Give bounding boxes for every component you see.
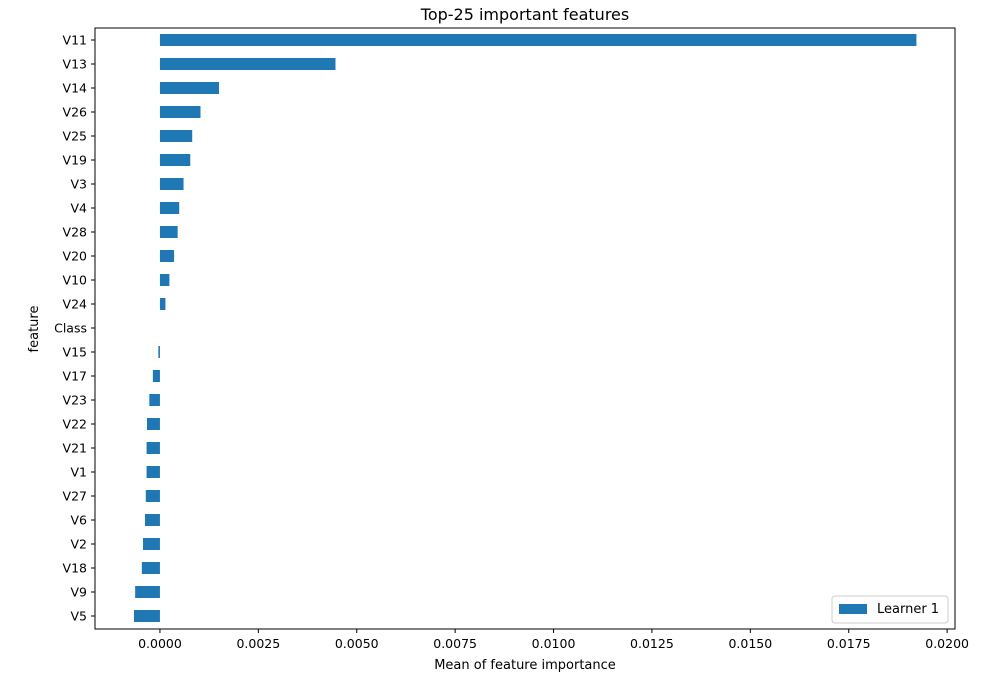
legend-swatch	[839, 604, 867, 614]
legend-label: Learner 1	[877, 602, 939, 617]
y-tick-label: V26	[63, 105, 88, 120]
chart-title: Top-25 important features	[420, 5, 629, 24]
bar-v24	[159, 298, 166, 310]
y-tick-label: V20	[63, 249, 88, 264]
bar-v19	[159, 154, 191, 166]
x-axis-ticks: 0.0000 0.0025 0.0050 0.0075 0.0100 0.0125 0.01…	[138, 629, 969, 651]
y-tick-label: V11	[63, 33, 87, 48]
x-tick-label: 0.0100	[532, 636, 576, 651]
bar-v15	[158, 346, 160, 358]
y-tick-label: V18	[63, 561, 88, 576]
bar-v20	[159, 250, 175, 262]
bar-v21	[146, 442, 160, 454]
x-tick-label: 0.0075	[433, 636, 477, 651]
y-tick-label: V13	[63, 57, 87, 72]
x-tick-label: 0.0200	[925, 636, 969, 651]
y-axis-label: feature	[27, 306, 42, 353]
bar-v18	[141, 562, 160, 574]
y-axis-ticks: V11 V13 V14 V26 V25 V19 V3 V4 V28 V20 V10 V24 Class V…	[54, 33, 95, 624]
y-tick-label: V25	[63, 129, 87, 144]
bar-v14	[159, 82, 219, 94]
y-tick-label: V4	[70, 201, 87, 216]
bar-v3	[159, 178, 184, 190]
x-tick-label: 0.0175	[827, 636, 871, 651]
y-tick-label: V17	[63, 369, 87, 384]
y-tick-label: V19	[63, 153, 88, 168]
bar-v28	[159, 226, 178, 238]
y-tick-label: Class	[54, 321, 87, 336]
x-tick-label: 0.0150	[728, 636, 772, 651]
y-tick-label: V3	[70, 177, 87, 192]
bar-v4	[159, 202, 180, 214]
bar-v23	[149, 394, 160, 406]
x-tick-label: 0.0125	[630, 636, 674, 651]
bar-v11	[159, 34, 917, 46]
y-tick-label: V22	[63, 417, 87, 432]
y-tick-label: V10	[63, 273, 88, 288]
bar-v1	[146, 466, 160, 478]
bar-v17	[152, 370, 160, 382]
y-tick-label: V9	[70, 585, 87, 600]
bar-v25	[159, 130, 193, 142]
y-tick-label: V1	[70, 465, 87, 480]
bar-v2	[143, 538, 160, 550]
legend: Learner 1	[831, 595, 949, 624]
y-tick-label: V24	[63, 297, 88, 312]
x-tick-label: 0.0025	[236, 636, 280, 651]
x-axis-label: Mean of feature importance	[434, 658, 616, 673]
y-tick-label: V6	[70, 513, 87, 528]
bar-v26	[159, 106, 201, 118]
bar-v22	[146, 418, 160, 430]
x-tick-label: 0.0000	[138, 636, 182, 651]
bar-v10	[159, 274, 170, 286]
bar-v9	[135, 586, 160, 598]
bar-v13	[159, 58, 336, 70]
y-tick-label: V28	[63, 225, 88, 240]
y-tick-label: V14	[63, 81, 88, 96]
y-tick-label: V15	[63, 345, 87, 360]
y-tick-label: V2	[70, 537, 87, 552]
y-tick-label: V5	[70, 609, 87, 624]
bar-v6	[144, 514, 160, 526]
plot-frame	[94, 27, 956, 630]
x-tick-label: 0.0050	[335, 636, 379, 651]
y-tick-label: V21	[63, 441, 87, 456]
bar-v5	[133, 610, 160, 622]
y-tick-label: V27	[63, 489, 87, 504]
y-tick-label: V23	[63, 393, 87, 408]
bars-group	[133, 34, 917, 622]
bar-v27	[145, 490, 160, 502]
legend-box	[831, 595, 949, 624]
